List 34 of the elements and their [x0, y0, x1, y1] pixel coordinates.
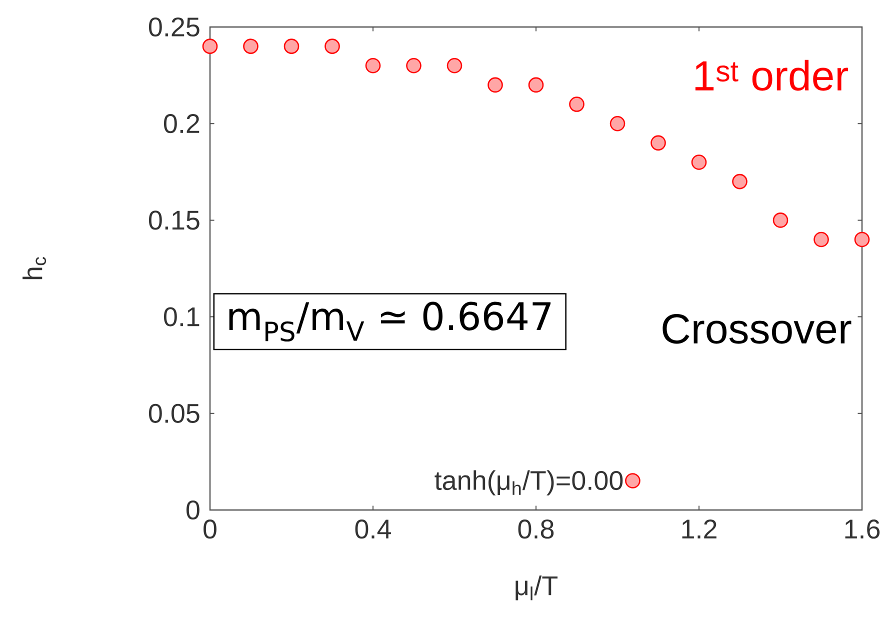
annotation: Crossover: [662, 314, 852, 344]
annotation: m$_{PS}$/m$_{V}$ ≃ 0.6647: [229, 302, 551, 342]
y-tick-label: 0.05: [148, 404, 200, 423]
point: [284, 38, 300, 54]
point: [202, 38, 218, 54]
y-tick-label: 0.15: [148, 210, 200, 230]
y-tick-label: 0.25: [148, 17, 200, 37]
point: [488, 77, 503, 93]
point: [691, 154, 707, 170]
point: [243, 38, 258, 54]
point: [324, 38, 340, 54]
annotation: 1$^{st}$ order: [695, 60, 848, 91]
y-tick-label: 0.2: [164, 114, 200, 134]
x-tick-label: 1.6: [845, 520, 880, 539]
x-tick-label: 0.8: [518, 520, 554, 539]
point: [406, 58, 422, 74]
x-tick-label: 1.2: [682, 520, 716, 538]
point: [650, 135, 666, 151]
point: [854, 232, 870, 248]
point: [732, 174, 748, 190]
point: [528, 77, 544, 93]
y-axis-title: h$_{c}$: [22, 257, 46, 280]
point: [610, 116, 626, 132]
x-tick-label: 0.4: [355, 520, 391, 539]
point: [446, 58, 462, 74]
y-tick-label: 0.1: [164, 307, 200, 326]
point: [569, 96, 584, 112]
x-tick-label: 0: [204, 520, 216, 539]
point: [814, 232, 829, 248]
point: [365, 58, 381, 74]
y-tick-label: 0: [186, 500, 200, 520]
point: [772, 212, 788, 228]
x-axis-title: μ$_{l}$/T: [516, 576, 558, 600]
legend-label: tanh(μ$_{h}$/T)=0.00: [434, 470, 623, 496]
